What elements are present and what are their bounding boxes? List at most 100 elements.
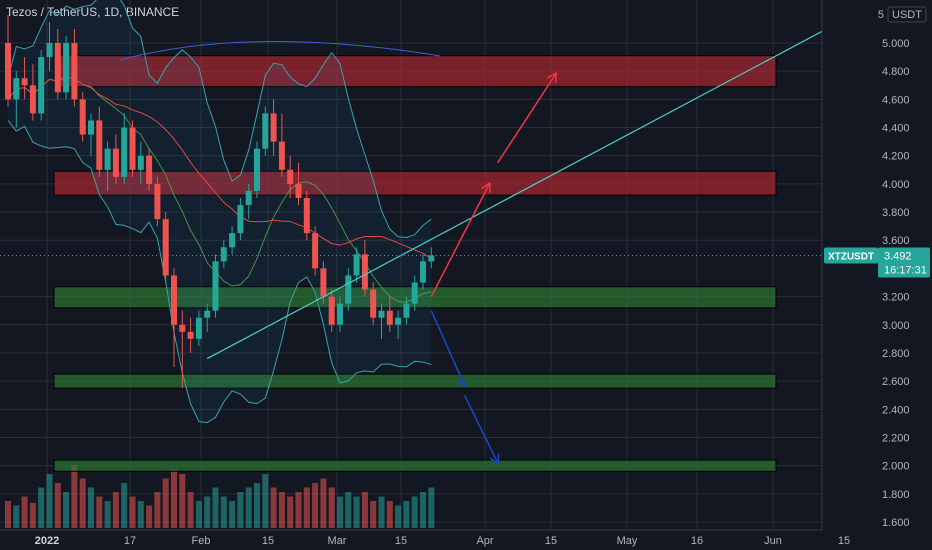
price-tick-label: 4.600 <box>882 94 910 106</box>
candle-body <box>245 190 252 206</box>
time-axis-background <box>0 530 822 550</box>
volume-bar <box>395 505 402 528</box>
time-tick-label: 15 <box>545 535 557 547</box>
time-tick-label: Apr <box>476 535 493 547</box>
candle-body <box>112 148 119 177</box>
candle-body <box>88 120 94 135</box>
volume-bar <box>262 474 269 528</box>
volume-bar <box>96 496 103 528</box>
volume-bar <box>29 502 36 528</box>
volume-bar <box>245 487 252 528</box>
candle-body <box>320 268 327 297</box>
time-tick-label: 15 <box>262 535 274 547</box>
candle-body <box>278 141 285 170</box>
volume-bar <box>104 501 111 528</box>
volume-bar <box>21 496 28 528</box>
candle-body <box>195 317 202 339</box>
volume-bar <box>179 474 186 528</box>
volume-bar <box>187 492 194 528</box>
symbol-tag <box>824 247 878 264</box>
price-tick-label: 2.000 <box>882 461 910 473</box>
candle-body <box>403 303 410 318</box>
volume-bar <box>63 492 70 528</box>
candle-body <box>395 317 402 325</box>
candle-body <box>146 155 153 184</box>
candle-body <box>79 99 86 135</box>
candle-body <box>154 183 161 220</box>
time-tick-label: 17 <box>124 535 136 547</box>
price-zones <box>53 55 777 472</box>
candle-body <box>171 275 177 325</box>
volume-bar <box>378 496 385 528</box>
volume-bar <box>270 487 277 528</box>
volume-bar <box>13 505 20 528</box>
volume-bar <box>411 496 418 528</box>
volume-bar <box>79 478 86 528</box>
candle-body <box>162 219 169 276</box>
candle-body <box>370 289 377 318</box>
candle-body <box>38 57 45 114</box>
volume-bar <box>361 492 368 528</box>
resistance-zone <box>53 170 777 196</box>
candle-body <box>104 148 111 170</box>
candle-body <box>237 205 244 234</box>
time-tick-label: 16 <box>691 535 703 547</box>
price-tick-label: 4.200 <box>882 151 910 163</box>
candle-body <box>345 275 352 304</box>
candlesticks <box>5 14 435 389</box>
volume-bar <box>171 469 177 528</box>
volume-bar <box>337 496 343 528</box>
candle-body <box>13 78 20 100</box>
price-tick-label: 5.000 <box>882 38 910 50</box>
price-tag-value: 3.492 <box>884 250 912 262</box>
currency-label: USDT <box>892 9 922 21</box>
candle-body <box>204 310 211 318</box>
volume-bar <box>121 483 128 528</box>
time-tick-label: 2022 <box>35 535 59 547</box>
candle-body <box>328 296 335 325</box>
volume-bar <box>137 501 144 528</box>
price-tick-label: 2.400 <box>882 404 910 416</box>
candle-body <box>220 247 227 262</box>
support-zone <box>53 373 777 389</box>
time-tick-label: Jun <box>764 535 782 547</box>
candle-body <box>187 331 194 339</box>
volume-bar <box>154 492 161 528</box>
price-tag-countdown: 16:17:31 <box>884 264 927 276</box>
time-axis[interactable]: 2022 17 Feb 15 Mar 15 Apr 15 May 16 Jun 15 <box>0 529 850 550</box>
candle-body <box>420 261 426 283</box>
projection-arrow-down <box>430 310 464 386</box>
price-tick-label: 2.600 <box>882 376 910 388</box>
candle-body <box>71 43 78 100</box>
volume-bar <box>386 501 393 528</box>
price-tick-label: 2.200 <box>882 432 910 444</box>
volume-bar <box>204 496 211 528</box>
volume-bar <box>353 496 360 528</box>
candle-body <box>137 155 144 170</box>
band-upper <box>7 0 432 239</box>
candle-body <box>29 85 36 114</box>
volume-bar <box>212 487 219 528</box>
volume-bar <box>38 487 45 528</box>
candle-body <box>254 148 260 191</box>
price-tick-label: 3.800 <box>882 207 910 219</box>
price-tick-label: 4.000 <box>882 179 910 191</box>
volume-bar <box>146 505 153 528</box>
volume-bar <box>403 501 410 528</box>
candle-body <box>96 120 103 170</box>
resistance-zone <box>53 55 777 88</box>
price-tick-label: 1.600 <box>882 517 910 529</box>
price-tick-label: 3.000 <box>882 320 910 332</box>
volume-bar <box>320 478 327 528</box>
indicator-bands <box>7 0 441 424</box>
candle-body <box>295 183 302 198</box>
volume-bar <box>220 496 227 528</box>
volume-bar <box>303 487 310 528</box>
candle-body <box>54 43 61 93</box>
candle-body <box>121 127 128 177</box>
candle-body <box>386 310 393 325</box>
candle-body <box>63 43 70 93</box>
volume-bar <box>54 483 61 528</box>
volume-bar <box>229 501 236 528</box>
